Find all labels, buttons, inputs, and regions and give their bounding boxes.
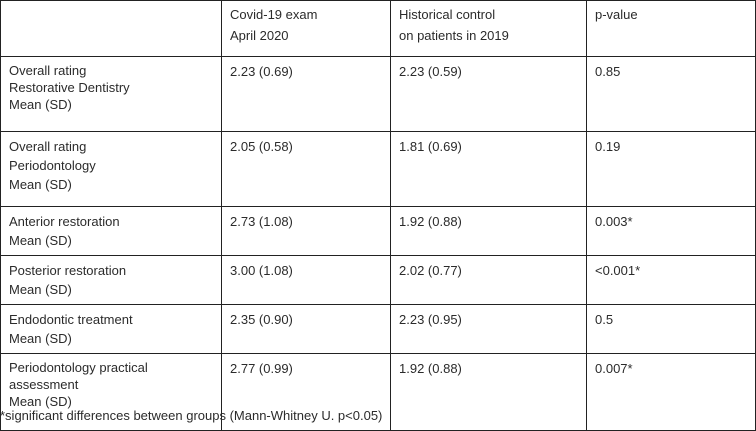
row-label-line: Periodontology practical (9, 360, 148, 375)
control-value-cell: 1.81 (0.69) (390, 131, 587, 207)
header-cell-empty (0, 0, 222, 57)
row-label-line: Anterior restoration (9, 214, 120, 229)
p-value-cell: 0.19 (586, 131, 756, 207)
header-cell-pvalue: p-value (586, 0, 756, 57)
header-cell-covid: Covid-19 exam April 2020 (221, 0, 391, 57)
control-value-cell: 1.92 (0.88) (390, 353, 587, 431)
header-row: Covid-19 exam April 2020 Historical cont… (0, 0, 756, 57)
table-row: Endodontic treatment Mean (SD) 2.35 (0.9… (0, 304, 756, 354)
covid-value-cell: 2.35 (0.90) (221, 304, 391, 354)
row-label-line: Restorative Dentistry (9, 80, 130, 95)
row-label-cell: Anterior restoration Mean (SD) (0, 206, 222, 256)
table-row: Overall rating Restorative Dentistry Mea… (0, 56, 756, 132)
control-value-cell: 1.92 (0.88) (390, 206, 587, 256)
table-row: Periodontology practical assessment Mean… (0, 353, 756, 431)
p-value-cell: <0.001* (586, 255, 756, 305)
row-label-line: Overall rating (9, 63, 87, 78)
covid-value-cell: 2.05 (0.58) (221, 131, 391, 207)
row-label-line: assessment (9, 377, 79, 392)
control-value-cell: 2.02 (0.77) (390, 255, 587, 305)
header-control-line-2: on patients in 2019 (399, 28, 509, 43)
header-cell-control: Historical control on patients in 2019 (390, 0, 587, 57)
row-label-line: Mean (SD) (9, 282, 72, 297)
row-label-line: Overall rating (9, 139, 87, 154)
p-value-cell: 0.85 (586, 56, 756, 132)
table-row: Overall rating Periodontology Mean (SD) … (0, 131, 756, 207)
p-value-cell: 0.007* (586, 353, 756, 431)
row-label-line: Posterior restoration (9, 263, 127, 278)
control-value-cell: 2.23 (0.95) (390, 304, 587, 354)
row-label-cell: Overall rating Periodontology Mean (SD) (0, 131, 222, 207)
row-label-line: Mean (SD) (9, 394, 72, 409)
control-value-cell: 2.23 (0.59) (390, 56, 587, 132)
covid-value-cell: 3.00 (1.08) (221, 255, 391, 305)
header-control-line-1: Historical control (399, 7, 496, 22)
row-label-line: Mean (SD) (9, 177, 72, 192)
row-label-line: Mean (SD) (9, 233, 72, 248)
row-label-cell: Periodontology practical assessment Mean… (0, 353, 222, 431)
row-label-line: Mean (SD) (9, 97, 72, 112)
row-label-cell: Overall rating Restorative Dentistry Mea… (0, 56, 222, 132)
significance-footnote: *significant differences between groups … (0, 408, 383, 423)
table-row: Anterior restoration Mean (SD) 2.73 (1.0… (0, 206, 756, 256)
row-label-line: Periodontology (9, 158, 96, 173)
table-row: Posterior restoration Mean (SD) 3.00 (1.… (0, 255, 756, 305)
covid-value-cell: 2.23 (0.69) (221, 56, 391, 132)
row-label-cell: Posterior restoration Mean (SD) (0, 255, 222, 305)
covid-value-cell: 2.73 (1.08) (221, 206, 391, 256)
p-value-cell: 0.5 (586, 304, 756, 354)
header-covid-line-2: April 2020 (230, 28, 289, 43)
row-label-line: Mean (SD) (9, 331, 72, 346)
p-value-cell: 0.003* (586, 206, 756, 256)
row-label-cell: Endodontic treatment Mean (SD) (0, 304, 222, 354)
header-pvalue-label: p-value (595, 7, 638, 22)
row-label-line: Endodontic treatment (9, 312, 133, 327)
header-covid-line-1: Covid-19 exam (230, 7, 318, 22)
